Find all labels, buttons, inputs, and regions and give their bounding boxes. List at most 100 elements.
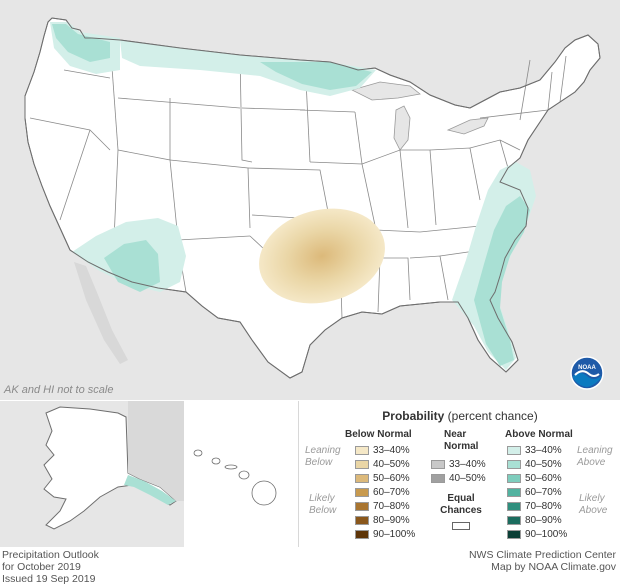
legend-title: Probability (percent chance) [299,409,620,423]
footer-left: Precipitation Outlook for October 2019 I… [2,549,99,585]
big-island [251,480,277,506]
below-normal-swatch [355,516,369,525]
lake-michigan [393,105,411,151]
footer-period: for October 2019 [2,561,81,573]
below-normal-range-label: 70–80% [373,501,410,512]
footer-product: Precipitation Outlook [2,549,99,561]
hawaii-inset [186,401,296,547]
southern-plains-leaning-below [259,208,385,304]
kauai-island [193,449,203,457]
near-normal-swatch [431,460,445,469]
below-normal-row: 70–80% [355,501,410,512]
below-normal-range-label: 80–90% [373,515,410,526]
above-normal-range-label: 50–60% [525,473,562,484]
noaa-logo: NOAA [570,356,604,390]
below-normal-row: 60–70% [355,487,410,498]
legend-title-rest: (percent chance) [444,409,538,423]
footer-source: NWS Climate Prediction Center [468,549,616,561]
conus-map [0,0,620,400]
near-normal-row: 33–40% [431,459,486,470]
near-normal-row: 40–50% [431,473,486,484]
alaska-inset [0,401,184,547]
above-normal-range-label: 33–40% [525,445,562,456]
above-normal-swatch [507,474,521,483]
near-normal-header-line2: Normal [444,441,479,452]
above-normal-row: 40–50% [507,459,562,470]
below-normal-row: 33–40% [355,445,410,456]
leaning-below-line2: Below [305,457,333,468]
leaning-below-line1: Leaning [305,445,341,456]
near-normal-range-label: 33–40% [449,459,486,470]
near-normal-range-label: 40–50% [449,473,486,484]
below-normal-range-label: 90–100% [373,529,416,540]
pacific-northwest-40-50 [52,24,110,62]
likely-above-line1: Likely [579,493,605,504]
below-normal-areas [259,208,385,304]
north-dakota-40-50 [260,62,372,90]
leaning-above-line1: Leaning [577,445,613,456]
above-normal-row: 90–100% [507,529,567,540]
molokai-island [224,464,238,470]
footer-right: NWS Climate Prediction Center Map by NOA… [469,549,616,573]
above-normal-range-label: 80–90% [525,515,562,526]
probability-legend: Probability (percent chance) Below Norma… [298,401,620,547]
below-normal-swatch [355,488,369,497]
footer-issued: Issued 19 Sep 2019 [2,573,96,585]
above-normal-header: Above Normal [505,429,573,440]
above-normal-swatch [507,460,521,469]
likely-below-line1: Likely [309,493,335,504]
equal-chances-line2: Chances [440,505,482,516]
below-normal-range-label: 50–60% [373,473,410,484]
usa-outline [24,17,601,379]
likely-below-label: Likely Below [309,493,336,517]
likely-above-label: Likely Above [579,493,607,517]
lake-superior [350,81,421,101]
near-normal-header: Near Normal [444,429,478,453]
southwest-40-50 [104,240,160,292]
leaning-below-label: Leaning Below [305,445,341,469]
scale-note: AK and HI not to scale [4,384,114,396]
lake-erie [446,117,489,135]
below-normal-row: 80–90% [355,515,410,526]
equal-chances-line1: Equal [447,493,475,504]
above-normal-row: 50–60% [507,473,562,484]
leaning-above-line2: Above [577,457,606,468]
below-normal-swatch [355,502,369,511]
likely-below-line2: Below [309,505,337,516]
near-normal-swatch [431,474,445,483]
legend-title-bold: Probability [382,409,445,423]
below-normal-range-label: 60–70% [373,487,410,498]
above-normal-row: 80–90% [507,515,562,526]
above-normal-swatch [507,502,521,511]
near-normal-header-line1: Near [444,429,467,440]
footer-credit: Map by NOAA Climate.gov [491,561,616,573]
below-normal-swatch [355,530,369,539]
above-normal-swatch [507,516,521,525]
below-normal-row: 50–60% [355,473,410,484]
alaska-landmass [43,406,177,530]
above-normal-swatch [507,446,521,455]
below-normal-row: 90–100% [355,529,415,540]
canada-land [128,401,184,501]
below-normal-swatch [355,460,369,469]
above-normal-range-label: 70–80% [525,501,562,512]
above-normal-row: 33–40% [507,445,562,456]
above-normal-areas [50,22,536,370]
above-normal-range-label: 60–70% [525,487,562,498]
alaska-panhandle-leaning-above [124,475,176,505]
oahu-island [211,457,221,465]
equal-chances-swatch [452,522,470,530]
above-normal-swatch [507,530,521,539]
above-normal-row: 70–80% [507,501,562,512]
above-normal-row: 60–70% [507,487,562,498]
below-normal-range-label: 33–40% [373,445,410,456]
above-normal-swatch [507,488,521,497]
above-normal-range-label: 90–100% [525,529,568,540]
likely-above-line2: Above [579,505,608,516]
below-normal-swatch [355,474,369,483]
below-normal-header: Below Normal [345,429,412,440]
equal-chances-label: Equal Chances [439,493,483,517]
maui-island [238,470,250,480]
baja-california [74,262,128,364]
below-normal-range-label: 40–50% [373,459,410,470]
